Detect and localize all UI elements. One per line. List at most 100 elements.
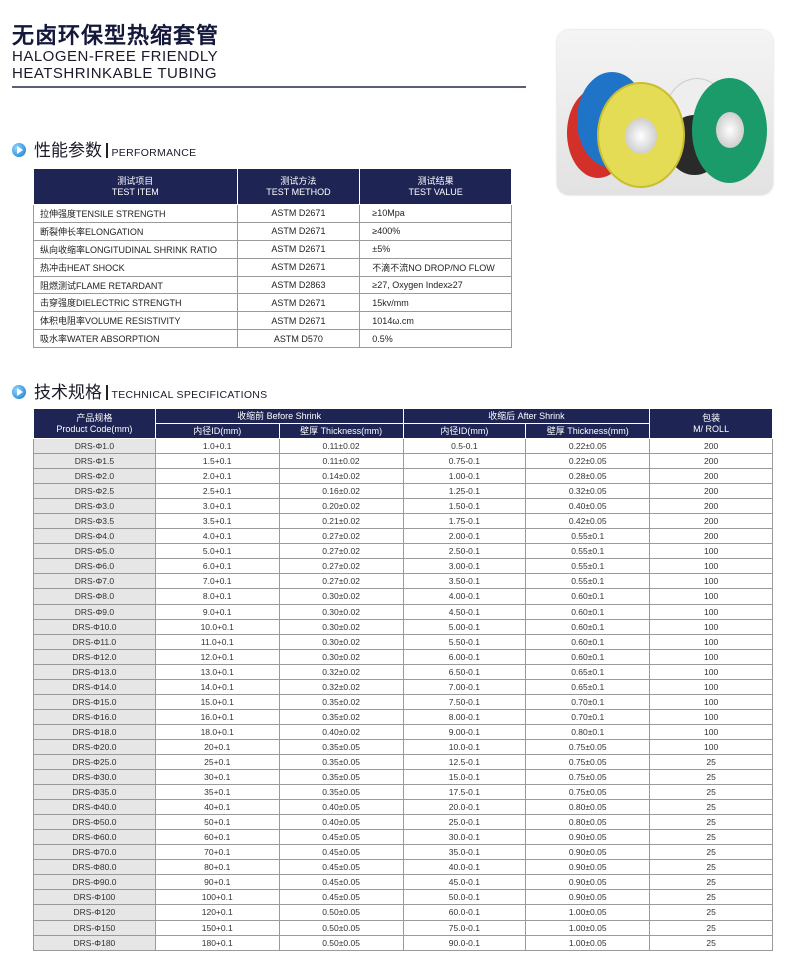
test-item-cell: 吸水率WATER ABSORPTION	[33, 329, 238, 349]
after-thickness-cell: 0.75±0.05	[525, 753, 651, 771]
before-id-cell: 15.0+0.1	[154, 693, 280, 710]
after-thickness-cell: 0.60±0.1	[525, 648, 651, 665]
product-code-cell: DRS-Φ3.0	[33, 498, 156, 515]
after-id-cell: 4.50-0.1	[402, 603, 527, 620]
after-id-cell: 40.0-0.1	[402, 859, 527, 876]
before-thickness-cell: 0.40±0.05	[278, 814, 404, 831]
test-value-cell: 1014ω.cm	[359, 311, 512, 331]
before-id-cell: 2.0+0.1	[154, 468, 280, 485]
meters-per-roll-cell: 100	[649, 678, 773, 695]
table-row: 阻燃测试FLAME RETARDANT ASTM D2863 ≥27, Oxygen…	[33, 275, 512, 295]
meters-per-roll-cell: 100	[649, 633, 773, 650]
table-row: 热冲击HEAT SHOCK ASTM D2671 不滴不流NO DROP/NO FL…	[33, 257, 512, 277]
after-thickness-cell: 0.90±0.05	[525, 874, 651, 891]
table-row: DRS-Φ5.0 5.0+0.1 0.27±0.02 2.50-0.1 0.55±0.1…	[33, 543, 773, 560]
after-thickness-cell: 0.55±0.1	[525, 528, 651, 545]
meters-per-roll-cell: 200	[649, 483, 773, 500]
after-id-cell: 50.0-0.1	[402, 889, 527, 906]
table-row: DRS-Φ50.0 50+0.1 0.40±0.05 25.0-0.1 0.80±0.0…	[33, 814, 773, 831]
green-roll	[692, 78, 767, 183]
before-thickness-cell: 0.45±0.05	[278, 844, 404, 861]
after-id-cell: 17.5-0.1	[402, 784, 527, 801]
test-method-cell: ASTM D2671	[236, 311, 361, 331]
after-thickness-cell: 0.60±0.1	[525, 588, 651, 605]
product-code-cell: DRS-Φ1.0	[33, 437, 156, 455]
before-thickness-cell: 0.35±0.02	[278, 693, 404, 710]
product-code-cell: DRS-Φ12.0	[33, 648, 156, 665]
before-id-cell: 8.0+0.1	[154, 588, 280, 605]
meters-per-roll-cell: 200	[649, 453, 773, 470]
product-code-cell: DRS-Φ11.0	[33, 633, 156, 650]
product-code-cell: DRS-Φ16.0	[33, 708, 156, 725]
page-subtitle-line1: HALOGEN-FREE FRIENDLY	[12, 48, 219, 65]
before-thickness-cell: 0.45±0.05	[278, 829, 404, 846]
after-id-cell: 1.50-0.1	[402, 498, 527, 515]
after-thickness-cell: 0.22±0.05	[525, 437, 651, 455]
before-thickness-cell: 0.16±0.02	[278, 483, 404, 500]
meters-per-roll-cell: 100	[649, 573, 773, 590]
after-thickness-cell: 0.55±0.1	[525, 558, 651, 575]
test-item-cell: 断裂伸长率ELONGATION	[33, 221, 238, 241]
after-id-cell: 3.00-0.1	[402, 558, 527, 575]
header-before-id: 内径ID(mm)	[154, 423, 280, 439]
product-code-cell: DRS-Φ7.0	[33, 573, 156, 590]
meters-per-roll-cell: 200	[649, 528, 773, 545]
table-row: DRS-Φ120 120+0.1 0.50±0.05 60.0-0.1 1.00±0.0…	[33, 904, 773, 921]
test-method-cell: ASTM D570	[236, 329, 361, 349]
after-id-cell: 0.75-0.1	[402, 453, 527, 470]
before-thickness-cell: 0.35±0.05	[278, 753, 404, 771]
before-thickness-cell: 0.40±0.02	[278, 723, 404, 740]
before-thickness-cell: 0.11±0.02	[278, 437, 404, 455]
table-row: DRS-Φ90.0 90+0.1 0.45±0.05 45.0-0.1 0.90±0.0…	[33, 874, 773, 891]
after-thickness-cell: 0.60±0.1	[525, 633, 651, 650]
after-thickness-cell: 1.00±0.05	[525, 934, 651, 951]
after-id-cell: 6.00-0.1	[402, 648, 527, 665]
header-test-value-cn: 测试结果	[417, 175, 454, 186]
performance-title-cn: 性能参数	[34, 141, 102, 160]
test-item-cell: 纵向收缩率LONGITUDINAL SHRINK RATIO	[33, 239, 238, 259]
before-id-cell: 3.5+0.1	[154, 513, 280, 530]
before-id-cell: 1.0+0.1	[154, 437, 280, 455]
after-thickness-cell: 0.28±0.05	[525, 468, 651, 485]
after-id-cell: 2.50-0.1	[402, 543, 527, 560]
header-code-en: Product Code(mm)	[56, 423, 133, 434]
before-id-cell: 180+0.1	[154, 934, 280, 951]
product-code-cell: DRS-Φ25.0	[33, 753, 156, 771]
table-row: DRS-Φ20.0 20+0.1 0.35±0.05 10.0-0.1 0.75±0.0…	[33, 738, 773, 755]
before-thickness-cell: 0.32±0.02	[278, 678, 404, 695]
test-value-cell: 15kv/mm	[359, 293, 512, 313]
arrow-right-circle-icon	[12, 384, 26, 399]
table-row: 纵向收缩率LONGITUDINAL SHRINK RATIO ASTM D2671…	[33, 239, 512, 259]
meters-per-roll-cell: 100	[649, 648, 773, 665]
performance-table: 测试项目 TEST ITEM 测试方法 TEST METHOD 测试结果 TEST VAL…	[33, 168, 512, 349]
after-id-cell: 90.0-0.1	[402, 934, 527, 951]
after-thickness-cell: 0.65±0.1	[525, 678, 651, 695]
after-thickness-cell: 0.70±0.1	[525, 708, 651, 725]
meters-per-roll-cell: 25	[649, 784, 773, 801]
header-before-shrink: 收缩前 Before Shrink	[154, 408, 404, 424]
before-id-cell: 90+0.1	[154, 874, 280, 891]
product-code-cell: DRS-Φ70.0	[33, 844, 156, 861]
product-code-cell: DRS-Φ13.0	[33, 663, 156, 680]
test-method-cell: ASTM D2671	[236, 257, 361, 277]
meters-per-roll-cell: 100	[649, 723, 773, 740]
before-id-cell: 5.0+0.1	[154, 543, 280, 560]
product-code-cell: DRS-Φ120	[33, 904, 156, 921]
performance-title-en: PERFORMANCE	[111, 147, 197, 159]
meters-per-roll-cell: 25	[649, 799, 773, 816]
table-row: DRS-Φ8.0 8.0+0.1 0.30±0.02 4.00-0.1 0.60±0.1…	[33, 588, 773, 605]
product-code-cell: DRS-Φ10.0	[33, 618, 156, 635]
test-method-cell: ASTM D2671	[236, 239, 361, 259]
table-row: DRS-Φ1.0 1.0+0.1 0.11±0.02 0.5-0.1 0.22±0.05…	[33, 437, 773, 455]
after-thickness-cell: 0.90±0.05	[525, 889, 651, 906]
test-method-cell: ASTM D2863	[236, 275, 361, 295]
header-test-method-cn: 测试方法	[280, 175, 317, 186]
meters-per-roll-cell: 100	[649, 603, 773, 620]
meters-per-roll-cell: 100	[649, 663, 773, 680]
after-thickness-cell: 0.55±0.1	[525, 573, 651, 590]
product-code-cell: DRS-Φ50.0	[33, 814, 156, 831]
after-thickness-cell: 0.65±0.1	[525, 663, 651, 680]
before-thickness-cell: 0.50±0.05	[278, 919, 404, 936]
table-row: DRS-Φ1.5 1.5+0.1 0.11±0.02 0.75-0.1 0.22±0.0…	[33, 453, 773, 470]
after-id-cell: 9.00-0.1	[402, 723, 527, 740]
